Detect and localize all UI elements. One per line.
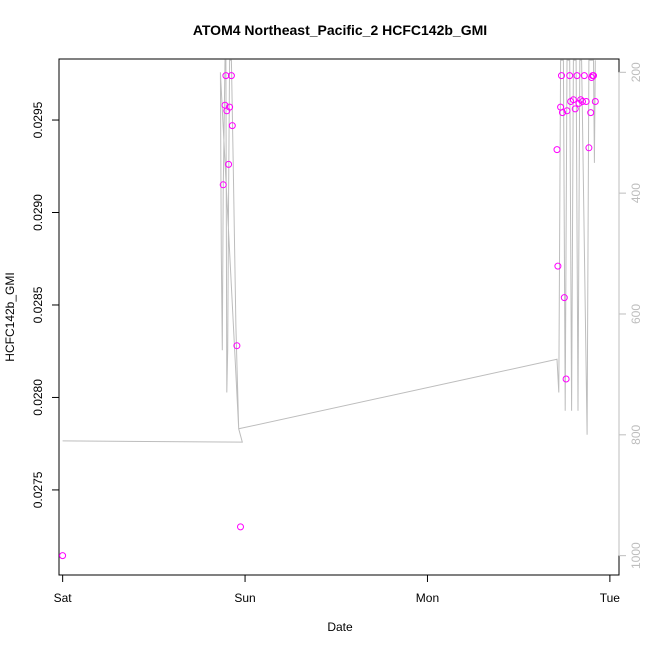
data-point xyxy=(228,122,236,130)
secondary-series-line xyxy=(62,59,596,443)
data-point xyxy=(225,160,233,168)
x-tick-label: Sun xyxy=(234,591,255,605)
data-point xyxy=(580,72,588,80)
secondary-y-axis: 200 400 600 800 1000 xyxy=(618,62,643,569)
data-point xyxy=(558,72,565,80)
data-point xyxy=(573,72,581,80)
data-point xyxy=(233,342,241,350)
data-point xyxy=(219,181,227,189)
data-point xyxy=(587,109,595,117)
data-point xyxy=(571,105,579,113)
data-point xyxy=(59,552,67,560)
data-point xyxy=(569,96,577,104)
data-point xyxy=(590,72,597,80)
data-point xyxy=(591,98,599,105)
data-point xyxy=(563,107,571,115)
secondary-tick-label: 400 xyxy=(629,183,643,203)
data-point xyxy=(226,103,234,111)
data-point xyxy=(560,294,568,302)
y-tick-label: 0.0275 xyxy=(31,471,45,508)
secondary-tick-label: 200 xyxy=(629,62,643,82)
data-point xyxy=(237,523,244,531)
data-point xyxy=(562,375,570,383)
secondary-tick-label: 1000 xyxy=(629,542,643,569)
y-tick-label: 0.0285 xyxy=(31,286,45,323)
x-tick-label: Sat xyxy=(54,591,73,605)
y-tick-label: 0.0290 xyxy=(31,194,45,231)
data-point xyxy=(582,98,590,105)
data-point xyxy=(566,72,574,80)
data-point xyxy=(575,99,583,107)
y-axis: 0.0275 0.0280 0.0285 0.0290 0.0295 xyxy=(31,101,60,508)
plot-frame xyxy=(58,58,620,576)
secondary-series-polyline xyxy=(62,59,596,443)
y-axis-label: HCFC142b_GMI xyxy=(3,272,17,361)
data-point xyxy=(227,72,235,80)
x-tick-label: Tue xyxy=(600,591,621,605)
data-point xyxy=(559,109,566,117)
y-tick-label: 0.0280 xyxy=(31,379,45,416)
secondary-tick-label: 600 xyxy=(629,304,643,324)
x-tick-label: Mon xyxy=(416,591,439,605)
y-tick-label: 0.0295 xyxy=(31,101,45,138)
data-point xyxy=(579,98,586,105)
chart-title: ATOM4 Northeast_Pacific_2 HCFC142b_GMI xyxy=(193,22,487,38)
data-point xyxy=(585,144,593,152)
points-layer xyxy=(59,72,599,560)
x-axis-label: Date xyxy=(327,620,353,634)
x-axis: Sat Sun Mon Tue xyxy=(54,574,621,605)
data-point xyxy=(554,262,562,270)
secondary-tick-label: 800 xyxy=(629,424,643,444)
data-point xyxy=(553,146,561,154)
